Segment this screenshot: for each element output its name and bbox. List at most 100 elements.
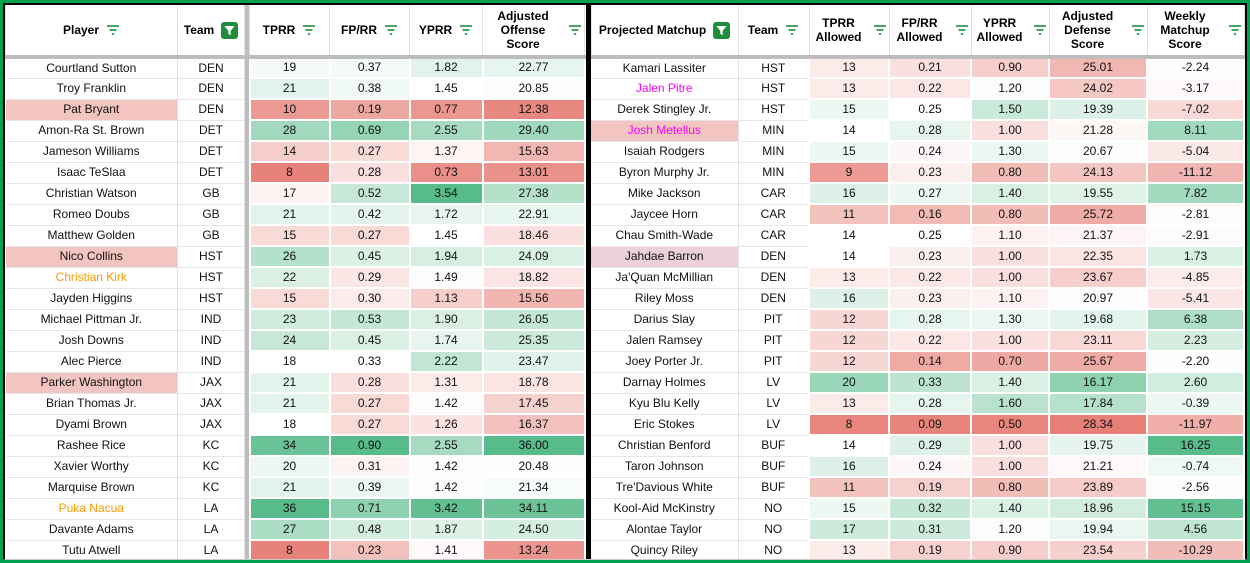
- yprr-cell[interactable]: 1.45: [408, 224, 484, 247]
- team-cell[interactable]: DEN: [177, 99, 245, 121]
- team-cell[interactable]: DEN: [738, 288, 810, 310]
- yprr-cell[interactable]: 1.40: [970, 497, 1050, 520]
- def-cell[interactable]: 19.94: [1048, 518, 1148, 541]
- def-cell[interactable]: 24.02: [1048, 77, 1148, 100]
- player-cell[interactable]: Mike Jackson: [591, 183, 739, 205]
- player-cell[interactable]: Jahdae Barron: [591, 246, 739, 268]
- yprr-cell[interactable]: 0.90: [970, 539, 1050, 559]
- fprr-cell[interactable]: 0.45: [328, 329, 411, 352]
- tprr-cell[interactable]: 20: [808, 371, 890, 394]
- fprr-cell[interactable]: 0.29: [328, 266, 411, 289]
- fprr-cell[interactable]: 0.23: [888, 287, 972, 310]
- filter-lines-icon[interactable]: [1228, 24, 1242, 36]
- adj-cell[interactable]: 20.48: [481, 455, 586, 478]
- team-cell[interactable]: IND: [177, 309, 245, 331]
- yprr-cell[interactable]: 1.00: [970, 245, 1050, 268]
- tprr-cell[interactable]: 14: [808, 434, 890, 457]
- team-cell[interactable]: LV: [738, 372, 810, 394]
- def-cell[interactable]: 23.67: [1048, 266, 1148, 289]
- column-header-fprr[interactable]: FP/RR Allowed: [888, 5, 972, 59]
- player-cell[interactable]: Tutu Atwell: [5, 540, 178, 559]
- tprr-cell[interactable]: 21: [248, 476, 331, 499]
- yprr-cell[interactable]: 1.10: [970, 287, 1050, 310]
- team-cell[interactable]: BUF: [738, 435, 810, 457]
- tprr-cell[interactable]: 11: [808, 203, 890, 226]
- fprr-cell[interactable]: 0.42: [328, 203, 411, 226]
- team-cell[interactable]: GB: [177, 225, 245, 247]
- fprr-cell[interactable]: 0.24: [888, 455, 972, 478]
- def-cell[interactable]: 25.72: [1048, 203, 1148, 226]
- adj-cell[interactable]: 18.46: [481, 224, 586, 247]
- tprr-cell[interactable]: 15: [248, 287, 331, 310]
- adj-cell[interactable]: 34.11: [481, 497, 586, 520]
- player-cell[interactable]: Christian Watson: [5, 183, 178, 205]
- team-cell[interactable]: HST: [177, 288, 245, 310]
- team-cell[interactable]: HST: [738, 57, 810, 79]
- adj-cell[interactable]: 12.38: [481, 98, 586, 121]
- team-cell[interactable]: BUF: [738, 456, 810, 478]
- fprr-cell[interactable]: 0.19: [888, 539, 972, 559]
- yprr-cell[interactable]: 1.40: [970, 182, 1050, 205]
- weekly-cell[interactable]: -2.91: [1146, 224, 1245, 247]
- yprr-cell[interactable]: 1.20: [970, 77, 1050, 100]
- tprr-cell[interactable]: 13: [808, 266, 890, 289]
- def-cell[interactable]: 18.96: [1048, 497, 1148, 520]
- fprr-cell[interactable]: 0.29: [888, 434, 972, 457]
- yprr-cell[interactable]: 1.90: [408, 308, 484, 331]
- def-cell[interactable]: 21.28: [1048, 119, 1148, 142]
- player-cell[interactable]: Romeo Doubs: [5, 204, 178, 226]
- adj-cell[interactable]: 36.00: [481, 434, 586, 457]
- yprr-cell[interactable]: 1.00: [970, 455, 1050, 478]
- player-cell[interactable]: Alontae Taylor: [591, 519, 739, 541]
- player-cell[interactable]: Amon-Ra St. Brown: [5, 120, 178, 142]
- weekly-cell[interactable]: -0.74: [1146, 455, 1245, 478]
- yprr-cell[interactable]: 1.26: [408, 413, 484, 436]
- fprr-cell[interactable]: 0.23: [888, 161, 972, 184]
- fprr-cell[interactable]: 0.28: [888, 392, 972, 415]
- yprr-cell[interactable]: 1.45: [408, 77, 484, 100]
- yprr-cell[interactable]: 0.80: [970, 203, 1050, 226]
- column-header-adj[interactable]: Adjusted Offense Score: [482, 5, 585, 59]
- fprr-cell[interactable]: 0.25: [888, 98, 972, 121]
- def-cell[interactable]: 23.54: [1048, 539, 1148, 559]
- team-cell[interactable]: DET: [177, 120, 245, 142]
- fprr-cell[interactable]: 0.19: [888, 476, 972, 499]
- fprr-cell[interactable]: 0.27: [328, 140, 411, 163]
- adj-cell[interactable]: 18.78: [481, 371, 586, 394]
- yprr-cell[interactable]: 0.77: [408, 98, 484, 121]
- adj-cell[interactable]: 21.34: [481, 476, 586, 499]
- tprr-cell[interactable]: 9: [808, 161, 890, 184]
- fprr-cell[interactable]: 0.14: [888, 350, 972, 373]
- player-cell[interactable]: Pat Bryant: [5, 99, 178, 121]
- tprr-cell[interactable]: 8: [248, 161, 331, 184]
- weekly-cell[interactable]: -2.56: [1146, 476, 1245, 499]
- tprr-cell[interactable]: 11: [808, 476, 890, 499]
- weekly-cell[interactable]: 1.73: [1146, 245, 1245, 268]
- column-header-team[interactable]: Team: [737, 5, 810, 59]
- fprr-cell[interactable]: 0.33: [888, 371, 972, 394]
- filter-lines-icon[interactable]: [302, 24, 316, 36]
- fprr-cell[interactable]: 0.24: [888, 140, 972, 163]
- player-cell[interactable]: Jalen Pitre: [591, 78, 739, 100]
- player-cell[interactable]: Parker Washington: [5, 372, 178, 394]
- player-cell[interactable]: Christian Benford: [591, 435, 739, 457]
- yprr-cell[interactable]: 2.22: [408, 350, 484, 373]
- yprr-cell[interactable]: 1.31: [408, 371, 484, 394]
- def-cell[interactable]: 19.68: [1048, 308, 1148, 331]
- weekly-cell[interactable]: -4.85: [1146, 266, 1245, 289]
- team-cell[interactable]: GB: [177, 183, 245, 205]
- tprr-cell[interactable]: 15: [808, 140, 890, 163]
- team-cell[interactable]: KC: [177, 456, 245, 478]
- fprr-cell[interactable]: 0.31: [328, 455, 411, 478]
- def-cell[interactable]: 24.13: [1048, 161, 1148, 184]
- tprr-cell[interactable]: 17: [248, 182, 331, 205]
- yprr-cell[interactable]: 1.74: [408, 329, 484, 352]
- player-cell[interactable]: Jaycee Horn: [591, 204, 739, 226]
- column-header-yprr[interactable]: YPRR Allowed: [970, 5, 1050, 59]
- team-cell[interactable]: GB: [177, 204, 245, 226]
- weekly-cell[interactable]: -5.41: [1146, 287, 1245, 310]
- fprr-cell[interactable]: 0.22: [888, 77, 972, 100]
- tprr-cell[interactable]: 34: [248, 434, 331, 457]
- fprr-cell[interactable]: 0.39: [328, 476, 411, 499]
- yprr-cell[interactable]: 0.50: [970, 413, 1050, 436]
